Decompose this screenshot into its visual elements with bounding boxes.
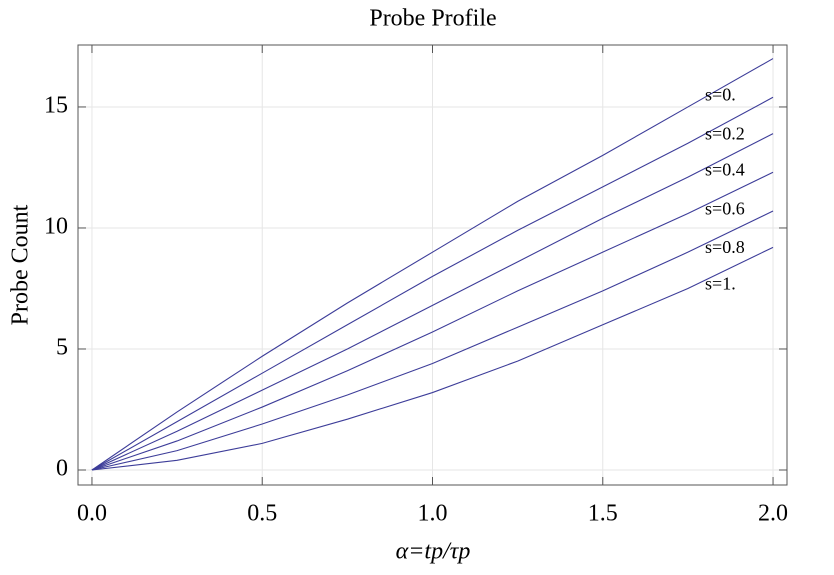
- x-axis-label: α=tp/τp: [396, 539, 471, 565]
- chart-title: Probe Profile: [369, 6, 496, 32]
- y-tick-label: 10: [44, 213, 68, 239]
- x-tick-label: 2.0: [758, 501, 788, 527]
- x-tick-label: 0.0: [77, 501, 107, 527]
- series-label: s=0.: [705, 85, 736, 105]
- y-tick-label: 0: [56, 455, 68, 481]
- y-tick-label: 15: [44, 92, 68, 118]
- line: [91, 133, 774, 471]
- series-label: s=0.2: [705, 123, 745, 143]
- x-tick-label: 1.5: [588, 501, 618, 527]
- x-tick-label: 0.5: [247, 501, 277, 527]
- line: [91, 58, 774, 471]
- plot-frame: [77, 44, 788, 486]
- y-axis-label: Probe Count: [8, 204, 34, 325]
- line: [91, 246, 774, 471]
- y-tick-label: 5: [56, 334, 68, 360]
- x-tick-label: 1.0: [418, 501, 448, 527]
- series-label: s=0.8: [705, 237, 745, 257]
- series-label: s=1.: [705, 273, 736, 293]
- line: [91, 210, 774, 471]
- line: [91, 171, 774, 471]
- line: [91, 96, 774, 471]
- series-label: s=0.4: [705, 160, 745, 180]
- series-label: s=0.6: [705, 198, 745, 218]
